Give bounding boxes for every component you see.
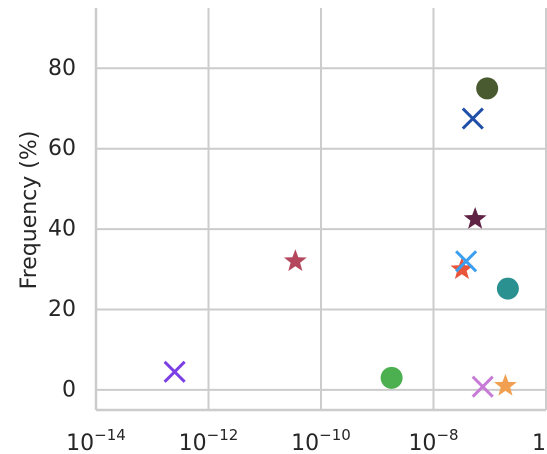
x-tick-label: 10−14 [66, 426, 126, 454]
data-point-x [163, 360, 186, 383]
data-point-circle [476, 77, 499, 100]
y-tick-labels: 0 20 40 60 80 [48, 56, 76, 403]
data-point-star [283, 249, 307, 271]
axes [94, 8, 546, 412]
x-tick-label: 10−8 [408, 426, 458, 454]
x-tick-label: 10 [532, 431, 547, 454]
data-point-x [471, 375, 494, 398]
y-tick-label: 60 [48, 136, 76, 161]
data-point-x [461, 107, 484, 130]
data-point-circle [496, 277, 519, 300]
data-point-star [494, 373, 517, 396]
grid [95, 8, 547, 410]
x-tick-label: 10−12 [179, 426, 239, 454]
y-tick-label: 20 [48, 297, 76, 322]
data-points [163, 77, 519, 398]
y-tick-label: 0 [62, 377, 76, 402]
y-axis-title: Frequency (%) [17, 131, 42, 290]
data-point-star [463, 207, 487, 229]
x-tick-labels: 10−14 10−12 10−10 10−8 10 [66, 426, 547, 454]
x-tick-label: 10−10 [291, 426, 351, 454]
data-point-star [450, 257, 474, 280]
y-tick-label: 80 [48, 56, 76, 81]
data-point-x [455, 250, 478, 273]
y-tick-label: 40 [48, 217, 76, 242]
data-point-circle [380, 366, 403, 389]
